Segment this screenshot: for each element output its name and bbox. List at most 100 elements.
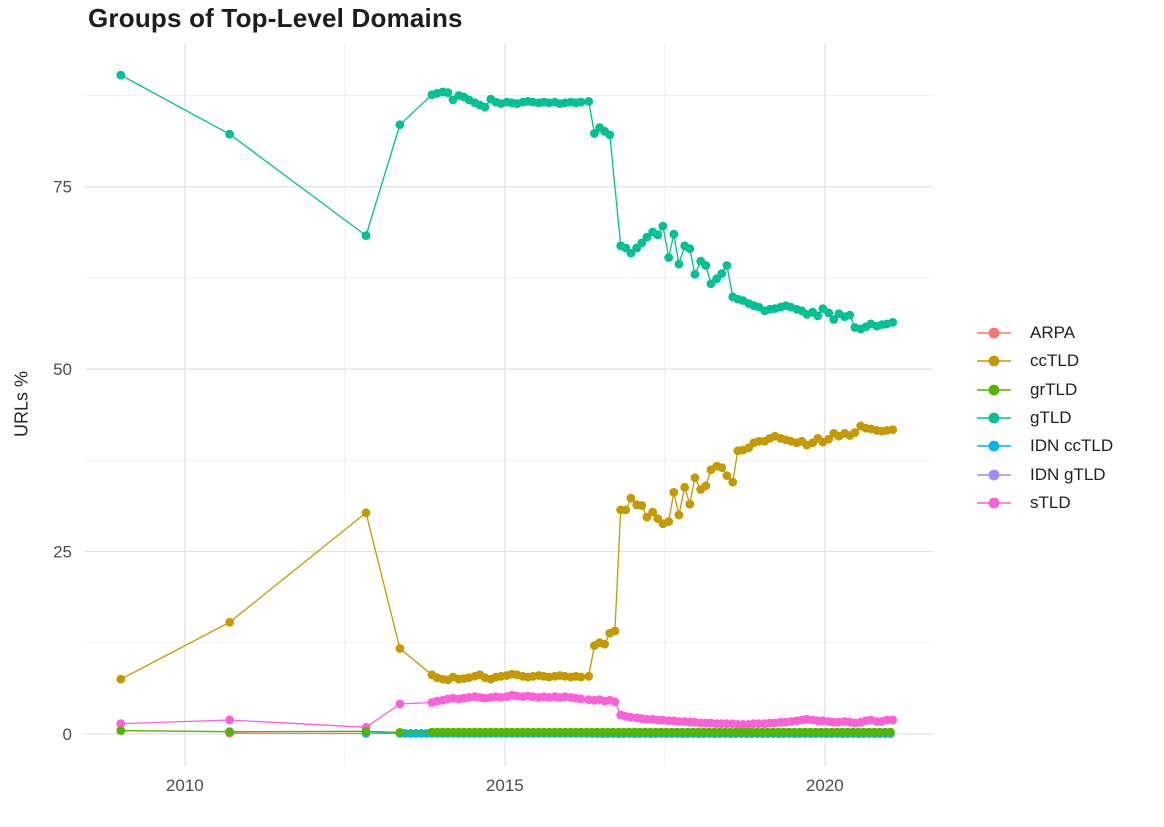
data-point	[576, 672, 586, 682]
data-point	[674, 510, 684, 520]
data-point	[648, 507, 658, 517]
legend-label: ccTLD	[1030, 351, 1080, 371]
data-point	[605, 130, 615, 140]
data-point	[361, 726, 371, 736]
x-tick-label: 2020	[806, 776, 844, 795]
y-tick-label: 25	[53, 543, 72, 562]
legend-label: grTLD	[1030, 379, 1078, 399]
data-point	[116, 674, 126, 684]
data-point	[225, 715, 235, 725]
chart-title: Groups of Top-Level Domains	[88, 3, 463, 33]
data-point	[116, 719, 126, 729]
data-point	[717, 463, 727, 472]
legend-entry-idn-gtld: IDN gTLD	[977, 460, 1113, 488]
data-point	[621, 505, 631, 515]
data-point	[361, 231, 371, 241]
legend-label: sTLD	[1030, 492, 1071, 512]
data-point	[685, 244, 695, 254]
data-point	[664, 517, 674, 526]
data-point	[610, 626, 620, 636]
data-point	[395, 728, 405, 737]
data-point	[701, 481, 711, 491]
data-point	[824, 434, 834, 444]
series-line	[120, 425, 893, 681]
y-tick-label: 75	[53, 178, 72, 197]
data-point	[584, 671, 594, 681]
data-point	[690, 269, 700, 279]
legend-entry-cctld: ccTLD	[977, 347, 1113, 375]
legend-key-icon	[977, 497, 1011, 509]
data-point	[653, 230, 663, 240]
data-point	[116, 726, 126, 735]
legend: ARPA ccTLD grTLD gTLD IDN ccTLD IDN gTLD sTLD	[977, 319, 1113, 517]
data-point	[225, 129, 235, 139]
legend-key-icon	[977, 384, 1011, 396]
data-point	[722, 471, 732, 480]
series-line	[120, 74, 893, 330]
data-point	[722, 261, 732, 270]
data-point	[642, 512, 652, 522]
x-tick-label: 2015	[486, 776, 524, 795]
data-point	[728, 477, 738, 487]
data-point	[395, 120, 405, 130]
data-point	[637, 501, 647, 510]
y-tick-label: 0	[63, 725, 72, 744]
legend-label: ARPA	[1030, 323, 1076, 343]
y-tick-label: 50	[53, 360, 72, 379]
series-stld	[116, 690, 898, 732]
legend-entry-grtld: grTLD	[977, 376, 1113, 404]
data-point	[888, 425, 898, 435]
data-point	[361, 508, 371, 518]
data-point	[685, 499, 695, 509]
data-point	[850, 428, 860, 437]
legend-entry-stld: sTLD	[977, 489, 1113, 517]
data-point	[637, 238, 647, 248]
data-point	[576, 97, 586, 107]
data-point	[717, 269, 727, 278]
data-point	[886, 727, 895, 737]
data-point	[610, 697, 620, 707]
data-point	[576, 694, 586, 704]
data-point	[706, 279, 716, 289]
data-point	[658, 221, 668, 231]
legend-entry-idn-cctld: IDN ccTLD	[977, 432, 1113, 460]
series-gtld	[116, 70, 898, 334]
data-point	[116, 70, 126, 80]
data-point	[664, 253, 674, 262]
legend-label: IDN gTLD	[1030, 464, 1106, 484]
series-grtld	[116, 726, 895, 737]
data-point	[813, 311, 823, 321]
legend-entry-gtld: gTLD	[977, 404, 1113, 432]
data-point	[829, 315, 839, 324]
y-axis-title: URLs %	[11, 370, 32, 438]
legend-label: gTLD	[1030, 408, 1072, 428]
data-point	[600, 639, 610, 649]
data-point	[225, 727, 235, 737]
data-point	[888, 318, 898, 327]
data-point	[642, 232, 652, 242]
data-point	[674, 259, 684, 269]
x-tick-label: 2010	[166, 776, 204, 795]
legend-key-icon	[977, 412, 1011, 424]
series-arpa	[225, 728, 371, 738]
legend-key-icon	[977, 327, 1011, 339]
data-point	[480, 102, 490, 112]
data-point	[443, 88, 453, 97]
data-point	[669, 229, 679, 239]
data-point	[669, 488, 679, 497]
data-point	[395, 699, 405, 709]
data-point	[225, 617, 235, 627]
data-point	[626, 493, 636, 503]
data-point	[680, 482, 690, 492]
legend-key-icon	[977, 440, 1011, 452]
data-point	[626, 248, 636, 258]
data-point	[845, 310, 855, 320]
data-point	[888, 715, 898, 725]
data-point	[690, 473, 700, 483]
data-point	[590, 129, 599, 138]
data-point	[584, 97, 594, 106]
series-cctld	[116, 421, 898, 685]
data-point	[701, 261, 711, 270]
